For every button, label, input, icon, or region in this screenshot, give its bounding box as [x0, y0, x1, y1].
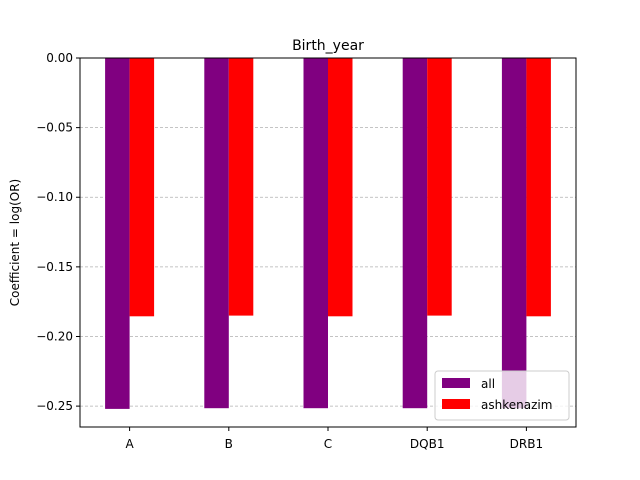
y-tick-label: −0.10: [36, 190, 73, 204]
bar-all-DRB1: [501, 58, 527, 409]
bar-all-B: [204, 58, 229, 409]
bar-ashkenazim-DQB1: [427, 58, 452, 316]
bar-ashkenazim-A: [129, 58, 155, 317]
legend-label-all: all: [481, 377, 495, 391]
y-tick-label: −0.05: [36, 121, 73, 135]
legend-label-ashkenazim: ashkenazim: [481, 398, 552, 412]
bars: [105, 58, 551, 409]
x-tick-label: C: [324, 437, 332, 451]
y-tick-label: −0.15: [36, 260, 73, 274]
x-axis: A B C DQB1 DRB1: [125, 427, 543, 451]
x-tick-label: DQB1: [410, 437, 445, 451]
y-tick-label: −0.20: [36, 329, 73, 343]
x-tick-label: B: [225, 437, 233, 451]
bar-all-A: [105, 58, 130, 409]
y-tick-label: 0.00: [46, 51, 73, 65]
bar-ashkenazim-C: [328, 58, 353, 317]
x-tick-label: A: [125, 437, 134, 451]
legend: all ashkenazim: [434, 370, 570, 421]
bar-ashkenazim-B: [228, 58, 254, 316]
bar-ashkenazim-DRB1: [526, 58, 551, 317]
x-tick-label: DRB1: [510, 437, 543, 451]
bar-all-DQB1: [402, 58, 428, 409]
legend-swatch-ashkenazim: [442, 399, 470, 409]
legend-swatch-all: [442, 378, 470, 388]
y-axis-title: Coefficient = log(OR): [8, 179, 22, 306]
bar-all-C: [303, 58, 328, 409]
chart-title: Birth_year: [292, 38, 364, 54]
y-tick-label: −0.25: [36, 399, 73, 413]
y-axis: 0.00 −0.05 −0.10 −0.15 −0.20 −0.25: [36, 51, 80, 413]
